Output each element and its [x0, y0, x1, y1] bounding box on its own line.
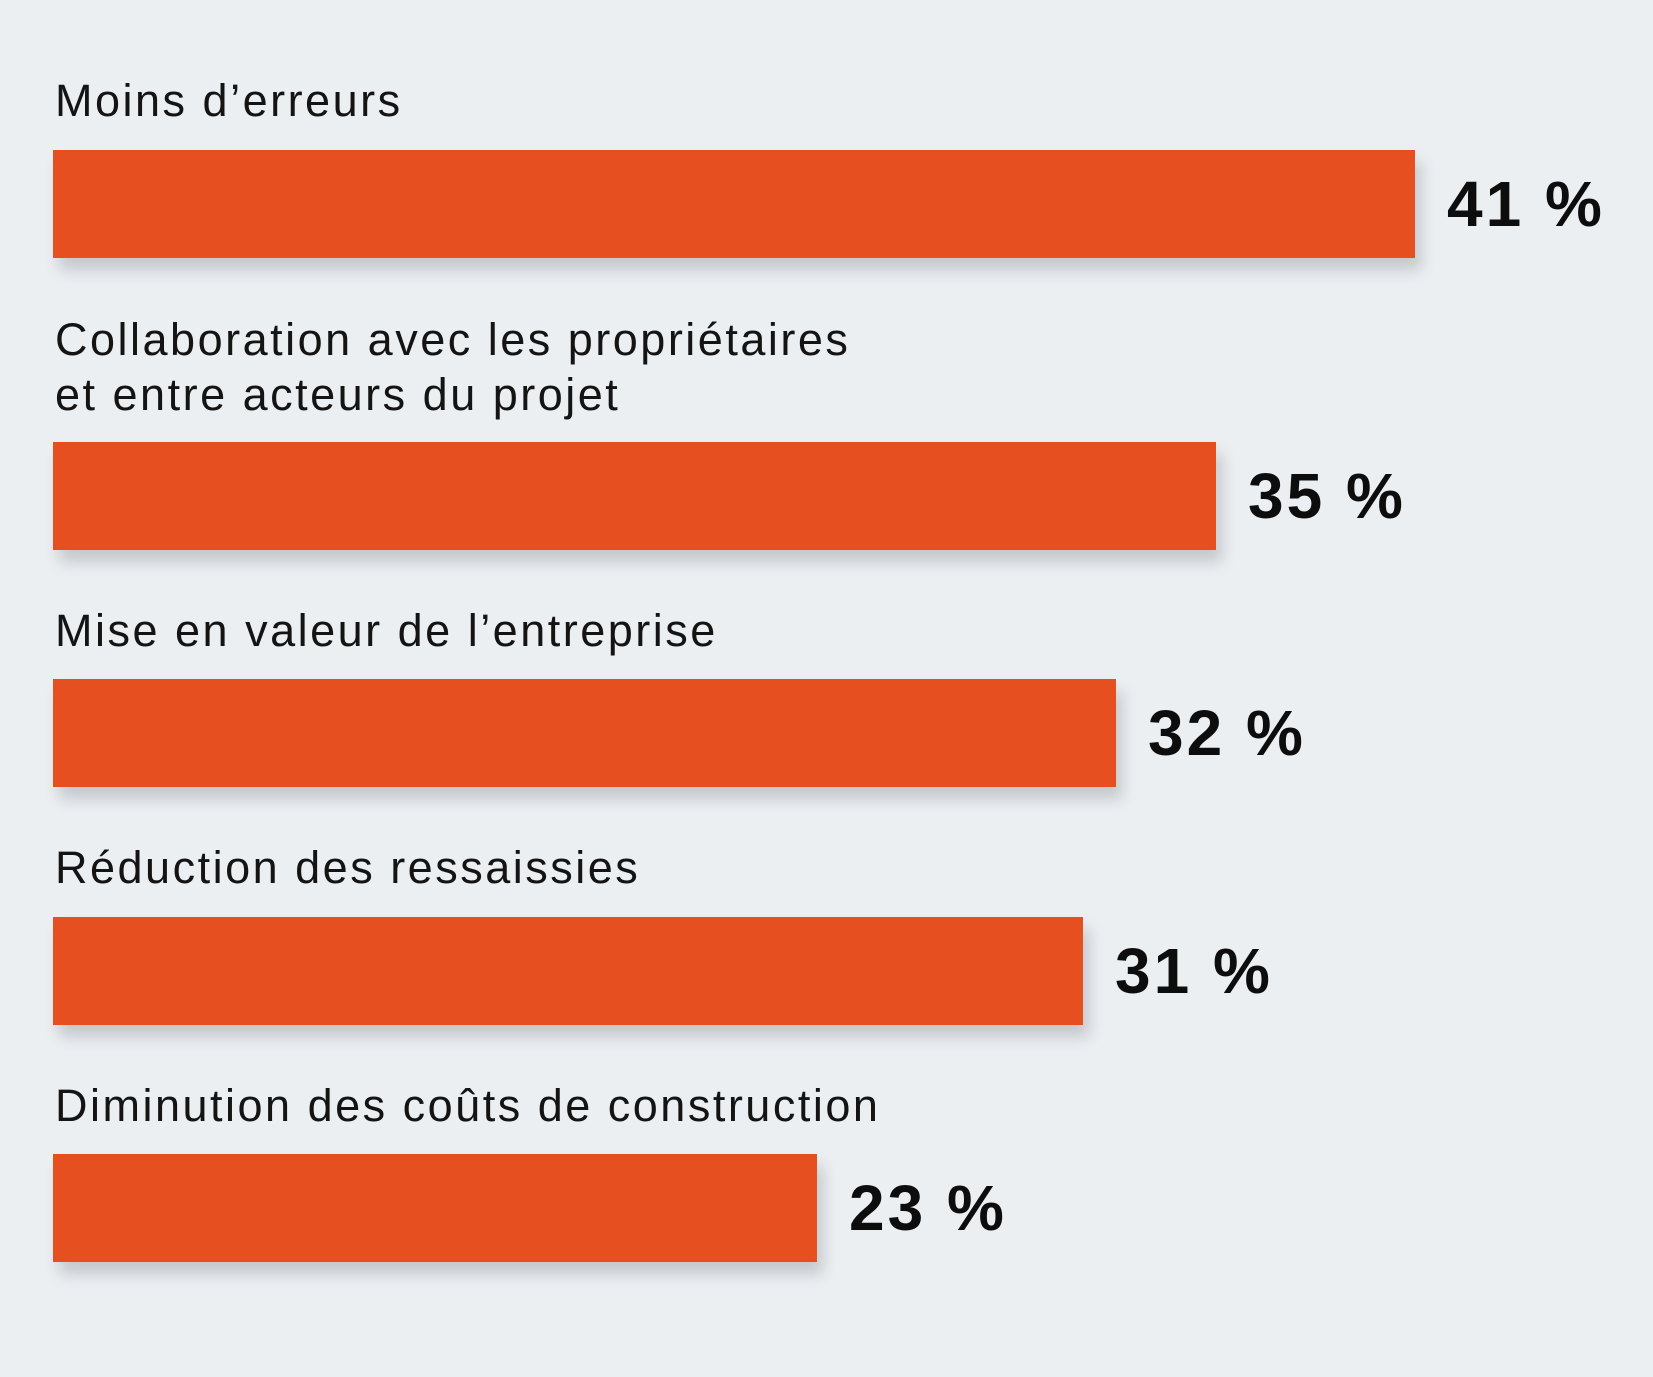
bar [53, 442, 1216, 550]
bar [53, 679, 1116, 787]
category-label: Mise en valeur de l’entreprise [55, 605, 718, 656]
category-label: Diminution des coûts de construction [55, 1080, 881, 1131]
bar [53, 917, 1083, 1025]
bar [53, 1154, 817, 1262]
category-label: Collaboration avec les propriétaires et … [55, 314, 851, 420]
data-label: 23 % [849, 1172, 1007, 1244]
data-label: 31 % [1115, 935, 1273, 1007]
data-label: 41 % [1447, 168, 1605, 240]
data-label: 32 % [1148, 697, 1306, 769]
category-label: Moins d’erreurs [55, 75, 403, 126]
bar [53, 150, 1415, 258]
category-label: Réduction des ressaissies [55, 842, 641, 893]
data-label: 35 % [1248, 460, 1406, 532]
